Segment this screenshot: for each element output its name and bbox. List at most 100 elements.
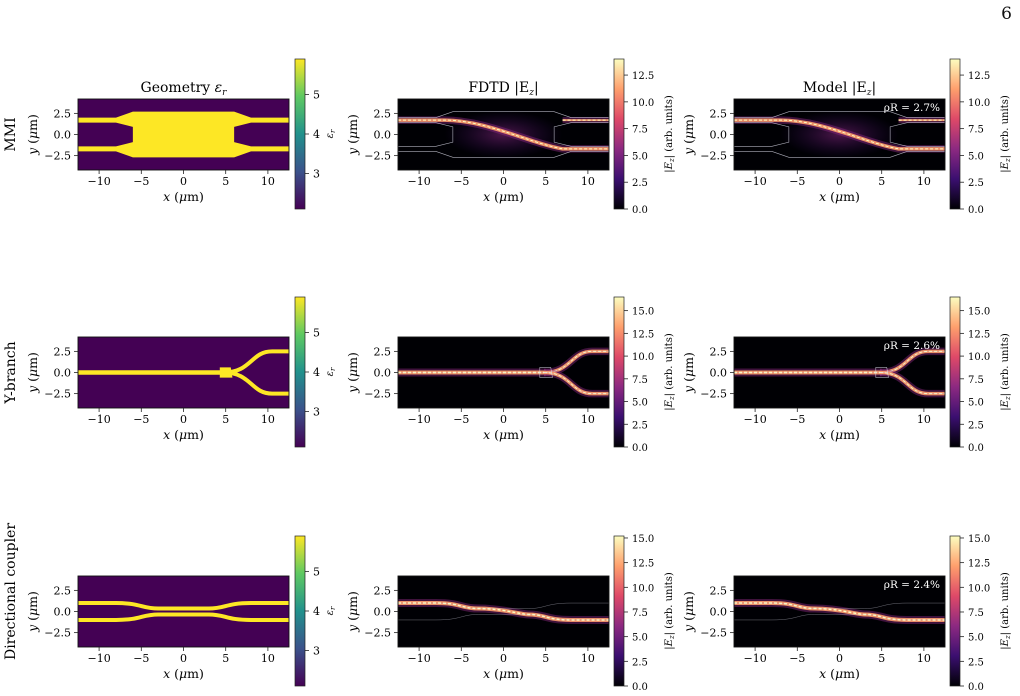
colorbar-tick-label: 5.0: [632, 398, 648, 409]
device-outline: [880, 351, 945, 373]
device-outline: [734, 111, 945, 158]
colorbar-tick-label: 12.5: [968, 329, 990, 340]
colorbar-tick-label: 2.5: [968, 657, 984, 668]
x-tick-label: 5: [878, 652, 885, 665]
colorbar-tick-label: 5: [313, 327, 320, 340]
x-tick-label: −10: [87, 175, 110, 188]
colorbar-tick-label: 5.0: [968, 151, 984, 162]
y-axis-label: y (μm): [25, 591, 40, 633]
y-tick-label: 0.0: [710, 367, 728, 380]
x-tick-label: −5: [133, 413, 149, 426]
device-outline: [398, 602, 609, 609]
colorbar-label: |Ez| (arb. units): [664, 572, 676, 650]
colorbar-tick-label: 15.0: [968, 534, 990, 545]
colorbar-tick-label: 7.5: [968, 125, 984, 136]
y-tick-label: 0.0: [710, 129, 728, 142]
x-tick-label: 10: [917, 652, 931, 665]
x-tick-label: −10: [407, 175, 430, 188]
colorbar-label: |Ez| (arb. units): [1000, 333, 1012, 411]
colorbar-tick-label: 5: [313, 89, 320, 102]
y-tick-label: −2.5: [700, 627, 727, 640]
x-axis-label: x (μm): [163, 666, 204, 681]
colorbar-tick-label: 5: [313, 566, 320, 579]
fdtd-panel: −10 −5 0 5 10 2.5 0.0 −2.5 x (μm) y (μm): [345, 336, 610, 442]
device-outline: [544, 351, 609, 373]
x-tick-label: 10: [581, 413, 595, 426]
colorbar-label: εr: [325, 129, 337, 138]
colorbar-tick-label: 12.5: [968, 559, 990, 570]
y-tick-label: 2.5: [54, 107, 72, 120]
device-outline: [734, 602, 945, 609]
x-axis-label: x (μm): [483, 666, 524, 681]
y-axis-label: y (μm): [345, 114, 360, 156]
colorbar-tick-label: 0.0: [632, 443, 648, 454]
colorbar-tick-label: 15.0: [632, 307, 654, 318]
relative-error-label: ρR = 2.6%: [884, 340, 940, 352]
x-axis-label: x (μm): [483, 427, 524, 442]
device-outline: [398, 614, 609, 621]
colorbar-tick-label: 2.5: [968, 178, 984, 189]
column-title: FDTD |Ez|: [468, 80, 538, 98]
device-outline: [734, 614, 945, 621]
colorbar-tick-label: 10.0: [968, 583, 990, 594]
y-tick-label: 2.5: [710, 345, 728, 358]
y-tick-label: 0.0: [54, 606, 72, 619]
colorbar-tick-label: 10.0: [632, 98, 654, 109]
y-axis-label: y (μm): [25, 114, 40, 156]
colorbar-tick-label: 7.5: [968, 608, 984, 619]
model-panel: ρR = 2.6% −10 −5 0 5 10 2.5 0.0 −2.5 x (μm) y (μm): [681, 336, 946, 442]
y-tick-label: 2.5: [374, 584, 392, 597]
geometry-panel: −10 −5 0 5 10 2.5 0.0 −2.5 x (μm) y (μm): [25, 336, 290, 442]
fdtd-panel: −10 −5 0 5 10 2.5 0.0 −2.5 x (μm) y (μm): [345, 98, 610, 204]
permittivity-colorbar: 3 4 5 εr: [294, 535, 337, 687]
colorbar-tick-label: 12.5: [632, 329, 654, 340]
colorbar-label: |Ez| (arb. units): [664, 95, 676, 173]
y-tick-label: 2.5: [54, 345, 72, 358]
x-axis-label: x (μm): [163, 427, 204, 442]
colorbar-tick-label: 15.0: [632, 534, 654, 545]
x-tick-label: −10: [407, 652, 430, 665]
x-tick-label: −5: [133, 652, 149, 665]
x-tick-label: 10: [261, 413, 275, 426]
x-tick-label: 5: [878, 413, 885, 426]
colorbar-tick-label: 2.5: [632, 657, 648, 668]
colorbar-label: εr: [325, 606, 337, 615]
column-title: Geometry εr: [141, 80, 228, 98]
colorbar-tick-label: 4: [313, 366, 320, 379]
geometry-panel: −10 −5 0 5 10 2.5 0.0 −2.5 x (μm) y (μm): [25, 98, 290, 204]
x-axis-label: x (μm): [163, 189, 204, 204]
colorbar-tick-label: 5.0: [632, 633, 648, 644]
x-tick-label: 0: [836, 652, 843, 665]
x-tick-label: 0: [500, 652, 507, 665]
colorbar-tick-label: 12.5: [632, 559, 654, 570]
colorbar-tick-label: 7.5: [968, 375, 984, 386]
page-number: 6: [1001, 4, 1012, 24]
colorbar-tick-label: 10.0: [632, 352, 654, 363]
y-tick-label: −2.5: [364, 150, 391, 163]
y-tick-label: −2.5: [44, 627, 71, 640]
y-tick-label: 2.5: [710, 584, 728, 597]
field-peaks: [398, 119, 609, 150]
y-tick-label: −2.5: [364, 388, 391, 401]
y-tick-label: 0.0: [374, 129, 392, 142]
colorbar-tick-label: 2.5: [632, 420, 648, 431]
x-axis-label: x (μm): [819, 666, 860, 681]
permittivity-colorbar: 3 4 5 εr: [294, 296, 337, 448]
x-tick-label: 5: [878, 175, 885, 188]
colorbar-tick-label: 2.5: [968, 420, 984, 431]
y-tick-label: −2.5: [44, 388, 71, 401]
field-colorbar: 0.0 2.5 5.0 7.5 10.0 12.5 15.0 |Ez| (arb. units…: [613, 296, 676, 454]
waveguide-core: [78, 612, 289, 622]
x-tick-label: −5: [453, 175, 469, 188]
geometry-panel: −10 −5 0 5 10 2.5 0.0 −2.5 x (μm) y (μm): [25, 575, 290, 681]
x-tick-label: −10: [87, 413, 110, 426]
colorbar-tick-label: 0.0: [968, 205, 984, 216]
x-tick-label: 10: [917, 175, 931, 188]
x-tick-label: −5: [133, 175, 149, 188]
x-tick-label: 0: [836, 175, 843, 188]
x-tick-label: −10: [743, 175, 766, 188]
x-tick-label: 5: [222, 652, 229, 665]
row-label: Directional coupler: [3, 523, 19, 660]
waveguide-core: [223, 370, 289, 396]
